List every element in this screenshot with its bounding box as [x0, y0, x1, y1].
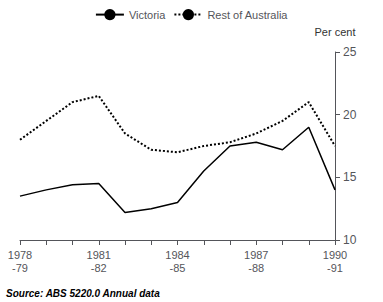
svg-text:-79: -79: [12, 262, 28, 274]
svg-text:10: 10: [343, 233, 357, 247]
svg-text:1984: 1984: [165, 249, 189, 261]
svg-text:Rest of Australia: Rest of Australia: [207, 9, 288, 21]
svg-text:15: 15: [343, 170, 357, 184]
svg-text:Per cent: Per cent: [315, 26, 356, 38]
svg-text:Victoria: Victoria: [129, 9, 166, 21]
svg-text:1990: 1990: [323, 249, 347, 261]
svg-text:25: 25: [343, 45, 357, 59]
svg-text:-91: -91: [327, 262, 343, 274]
svg-text:-85: -85: [170, 262, 186, 274]
svg-text:-88: -88: [248, 262, 264, 274]
svg-text:1978: 1978: [8, 249, 32, 261]
svg-text:20: 20: [343, 108, 357, 122]
svg-text:1987: 1987: [244, 249, 268, 261]
svg-text:Source: ABS 5220.0 Annual data: Source: ABS 5220.0 Annual data: [6, 288, 160, 299]
svg-text:-82: -82: [91, 262, 107, 274]
svg-text:1981: 1981: [87, 249, 111, 261]
